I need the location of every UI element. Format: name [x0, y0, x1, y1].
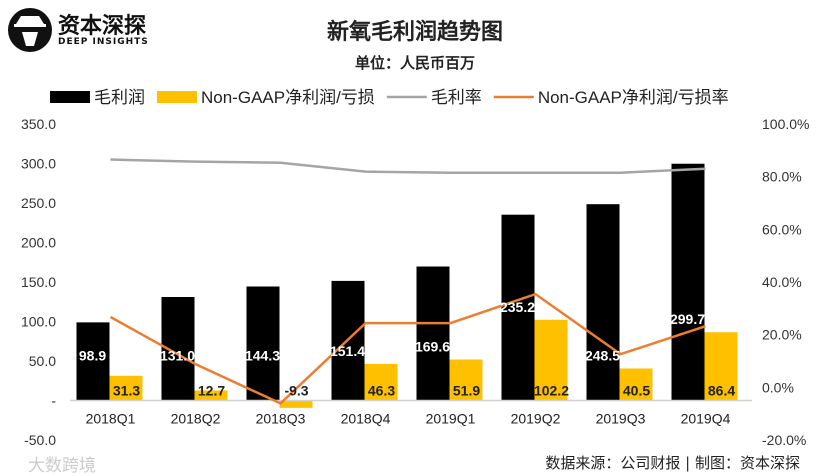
data-label-gross-profit: 169.6 [415, 338, 450, 354]
right-axis-tick: 60.0% [762, 221, 802, 237]
data-label-gross-profit: 235.2 [500, 299, 535, 315]
line-net-margin [109, 292, 706, 405]
legend-swatch-1 [50, 91, 90, 103]
brand-name: 资本深探 [58, 14, 147, 39]
data-label-net-profit: 46.3 [368, 383, 395, 399]
x-axis-tick: 2018Q2 [171, 411, 221, 427]
legend-swatch-2 [157, 91, 197, 103]
x-axis-tick: 2019Q1 [426, 411, 476, 427]
right-axis-tick: 0.0% [762, 379, 794, 395]
footer-source: 数据来源：公司财报 | 制图：资本深探 [545, 454, 800, 472]
left-axis-tick: 100.0 [21, 314, 56, 330]
line-gross-margin [110, 158, 706, 174]
watermark: 大数跨境 [28, 456, 96, 476]
data-label-net-profit: 102.2 [534, 383, 569, 399]
bar-gross-profit [416, 266, 450, 401]
data-label-net-profit: -9.3 [284, 383, 308, 399]
bar-net-profit [109, 375, 143, 401]
legend-label: 毛利率 [431, 88, 482, 107]
data-label-net-profit: 86.4 [708, 383, 735, 399]
right-axis-tick: 100.0% [762, 116, 809, 132]
chart-title: 新氧毛利润趋势图 [326, 19, 503, 45]
left-axis-tick: 200.0 [21, 235, 56, 251]
legend-label: Non-GAAP净利润/亏损 [201, 88, 375, 107]
data-label-gross-profit: 248.5 [585, 348, 620, 364]
bar-net-profit [279, 400, 313, 408]
data-label-net-profit: 31.3 [113, 383, 140, 399]
bar-gross-profit [501, 214, 535, 401]
bar-gross-profit [76, 322, 110, 401]
bar-net-profit [534, 319, 568, 401]
left-axis-tick: 50.0 [29, 353, 56, 369]
bar-gross-profit [586, 204, 620, 401]
chart-subtitle: 单位：人民币百万 [354, 54, 475, 72]
brand-tagline: DEEP INSIGHTS [58, 37, 149, 47]
right-axis-tick: 80.0% [762, 169, 802, 185]
legend-label: Non-GAAP净利润/亏损率 [538, 88, 729, 107]
right-axis-tick: -20.0% [762, 432, 806, 448]
left-axis-tick: 350.0 [21, 116, 56, 132]
left-axis-tick: - [51, 393, 56, 409]
data-label-gross-profit: 131.0 [160, 348, 195, 364]
left-axis-tick: 300.0 [21, 156, 56, 172]
data-label-net-profit: 40.5 [623, 383, 650, 399]
right-axis-tick: 40.0% [762, 274, 802, 290]
bar-net-profit [364, 363, 398, 401]
data-label-net-profit: 51.9 [453, 383, 480, 399]
x-axis-tick: 2019Q4 [681, 411, 731, 427]
right-axis-tick: 20.0% [762, 327, 802, 343]
data-label-gross-profit: 151.4 [330, 343, 365, 359]
bar-net-profit [449, 359, 483, 401]
logo-icon [8, 8, 52, 52]
data-label-gross-profit: 299.7 [670, 311, 705, 327]
bar-gross-profit [246, 286, 280, 401]
x-axis-tick: 2018Q1 [86, 411, 136, 427]
left-axis-tick: 150.0 [21, 274, 56, 290]
bar-net-profit [619, 368, 653, 401]
bar-net-profit [704, 332, 738, 401]
data-label-net-profit: 12.7 [198, 383, 225, 399]
bar-net-profit [194, 390, 228, 401]
legend-label: 毛利润 [94, 88, 145, 107]
x-axis-tick: 2019Q3 [596, 411, 646, 427]
x-axis-tick: 2018Q4 [341, 411, 391, 427]
left-axis-tick: 250.0 [21, 195, 56, 211]
x-axis-tick: 2018Q3 [256, 411, 306, 427]
brand-logo: 资本深探 DEEP INSIGHTS [6, 6, 166, 54]
data-label-gross-profit: 144.3 [245, 348, 280, 364]
left-axis-tick: -50.0 [24, 432, 56, 448]
data-label-gross-profit: 98.9 [79, 348, 106, 364]
bar-gross-profit [671, 163, 705, 401]
x-axis-tick: 2019Q2 [511, 411, 561, 427]
